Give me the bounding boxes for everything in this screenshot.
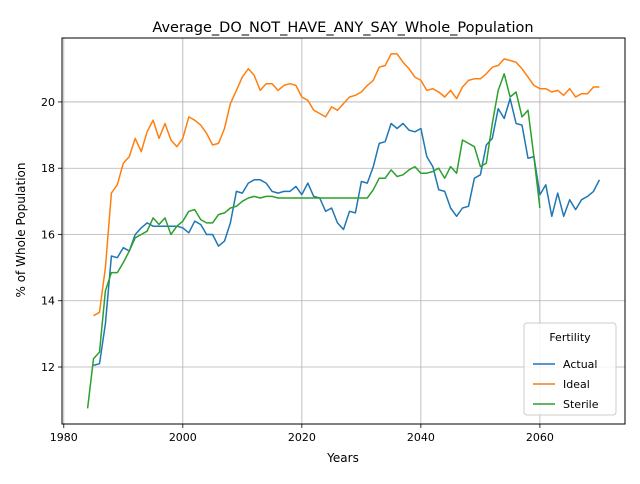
x-tick-label: 1980 bbox=[50, 431, 78, 444]
legend-title: Fertility bbox=[549, 331, 591, 344]
y-axis-label: % of Whole Population bbox=[14, 163, 28, 298]
y-tick-label: 20 bbox=[41, 96, 55, 109]
y-tick-label: 12 bbox=[41, 361, 55, 374]
x-tick-label: 2060 bbox=[526, 431, 554, 444]
x-axis-label: Years bbox=[326, 451, 359, 465]
y-tick-label: 16 bbox=[41, 228, 55, 241]
x-tick-label: 2020 bbox=[288, 431, 316, 444]
legend-label-sterile: Sterile bbox=[563, 398, 599, 411]
y-tick-label: 18 bbox=[41, 162, 55, 175]
x-tick-label: 2040 bbox=[407, 431, 435, 444]
legend-label-ideal: Ideal bbox=[563, 378, 590, 391]
chart-title: Average_DO_NOT_HAVE_ANY_SAY_Whole_Popula… bbox=[152, 20, 533, 36]
legend-label-actual: Actual bbox=[563, 358, 597, 371]
y-tick-label: 14 bbox=[41, 295, 55, 308]
x-tick-label: 2000 bbox=[169, 431, 197, 444]
legend: Fertility Actual Ideal Sterile bbox=[524, 323, 616, 415]
